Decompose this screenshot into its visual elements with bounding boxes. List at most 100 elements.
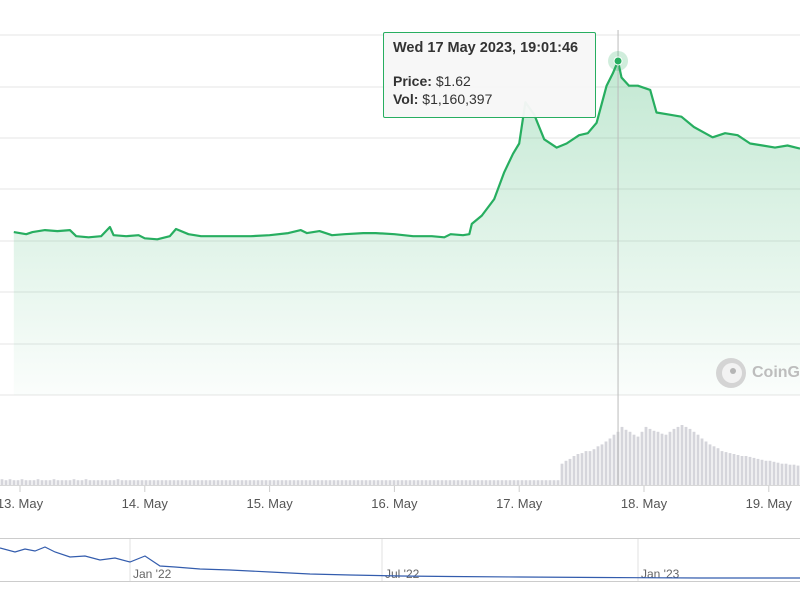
tooltip-price-value: $1.62 <box>435 73 471 89</box>
volume-bar <box>420 480 424 485</box>
volume-bar <box>424 480 428 485</box>
volume-bar <box>136 480 140 485</box>
volume-bar <box>752 457 756 485</box>
volume-bar <box>140 480 144 485</box>
volume-bar <box>212 480 216 485</box>
volume-bar <box>620 426 624 485</box>
volume-bar <box>660 433 664 485</box>
volume-bar <box>368 480 372 485</box>
volume-bar <box>204 480 208 485</box>
volume-bar <box>428 480 432 485</box>
navigator-tick-label: Jan '23 <box>641 567 680 581</box>
volume-bar <box>476 480 480 485</box>
volume-bar <box>256 480 260 485</box>
coingecko-logo-icon <box>716 358 746 388</box>
volume-bar <box>748 456 752 485</box>
volume-bar <box>608 438 612 485</box>
volume-bar <box>384 480 388 485</box>
volume-bar <box>672 428 676 485</box>
tooltip-price-row: Price: $1.62 <box>393 72 586 90</box>
volume-bar <box>320 480 324 485</box>
volume-bar <box>44 480 48 485</box>
volume-bar <box>192 480 196 485</box>
volume-bar <box>396 480 400 485</box>
volume-bar <box>372 480 376 485</box>
volume-bar <box>584 451 588 485</box>
volume-bar <box>104 480 108 485</box>
volume-bar <box>148 480 152 485</box>
volume-bar <box>60 480 64 485</box>
volume-bar <box>72 479 76 485</box>
volume-bar <box>268 480 272 485</box>
volume-bar <box>596 446 600 485</box>
hover-point <box>613 56 623 66</box>
volume-bar <box>248 480 252 485</box>
volume-bar <box>568 458 572 485</box>
volume-bar <box>612 434 616 485</box>
volume-bar <box>472 480 476 485</box>
volume-bar <box>520 480 524 485</box>
volume-bar <box>560 463 564 485</box>
volume-bar <box>648 428 652 485</box>
volume-bar <box>36 479 40 485</box>
volume-bar <box>496 480 500 485</box>
tooltip-title: Wed 17 May 2023, 19:01:46 <box>393 40 579 56</box>
volume-bar <box>284 480 288 485</box>
volume-bar <box>548 480 552 485</box>
volume-bar <box>772 461 776 485</box>
volume-bar <box>120 480 124 485</box>
volume-bar <box>188 480 192 485</box>
volume-bar <box>408 480 412 485</box>
volume-bar <box>628 431 632 485</box>
volume-bar <box>180 480 184 485</box>
x-tick-label: 19. May <box>746 496 793 511</box>
volume-bar <box>784 463 788 485</box>
volume-bar <box>128 480 132 485</box>
volume-bar <box>552 480 556 485</box>
volume-bar <box>316 480 320 485</box>
volume-bar <box>176 480 180 485</box>
volume-bar <box>528 480 532 485</box>
volume-bar <box>300 480 304 485</box>
volume-bar <box>292 480 296 485</box>
volume-bar <box>416 480 420 485</box>
volume-bar <box>360 480 364 485</box>
volume-bar <box>436 480 440 485</box>
volume-bar <box>228 480 232 485</box>
volume-bars <box>0 425 800 485</box>
volume-bar <box>108 480 112 485</box>
volume-bar <box>356 480 360 485</box>
volume-bar <box>760 459 764 485</box>
volume-bar <box>540 480 544 485</box>
volume-bar <box>20 479 24 485</box>
volume-bar <box>460 480 464 485</box>
volume-bar <box>172 480 176 485</box>
volume-bar <box>112 480 116 485</box>
volume-bar <box>168 480 172 485</box>
volume-bar <box>352 480 356 485</box>
volume-bar <box>452 480 456 485</box>
volume-bar <box>336 480 340 485</box>
volume-bar <box>216 480 220 485</box>
volume-bar <box>688 428 692 485</box>
volume-bar <box>564 460 568 485</box>
price-area <box>13 61 800 395</box>
volume-bar <box>364 480 368 485</box>
volume-bar <box>780 463 784 485</box>
volume-bar <box>84 479 88 485</box>
volume-bar <box>400 480 404 485</box>
volume-bar <box>448 480 452 485</box>
volume-bar <box>572 456 576 485</box>
volume-bar <box>68 480 72 485</box>
x-tick-label: 14. May <box>122 496 169 511</box>
volume-bar <box>296 480 300 485</box>
x-tick-label: 16. May <box>371 496 418 511</box>
tooltip-vol-label: Vol: <box>393 91 419 107</box>
volume-bar <box>556 480 560 485</box>
volume-bar <box>76 480 80 485</box>
volume-bar <box>500 480 504 485</box>
volume-bar <box>156 480 160 485</box>
volume-bar <box>668 431 672 485</box>
